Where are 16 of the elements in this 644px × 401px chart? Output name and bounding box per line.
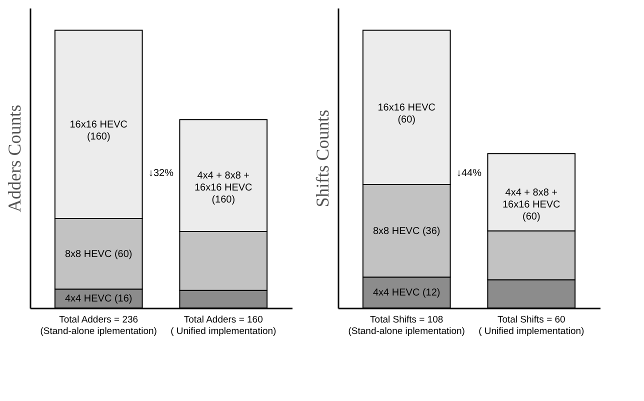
- data-label: 16x16 HEVC (60): [378, 102, 436, 126]
- total-label: 4x4 + 8x8 + 16x16 HEVC (160): [194, 170, 252, 206]
- data-label: 8x8 HEVC (60): [64, 248, 132, 260]
- data-label: 4x4 HEVC (16): [64, 294, 132, 305]
- annotation: ↓32%: [148, 168, 174, 179]
- data-label: 4x4 HEVC (12): [372, 288, 440, 299]
- y-axis-title: Shifts Counts: [312, 110, 332, 208]
- x-tick-label: Total Adders = 160 ( Unified implementation): [170, 314, 276, 337]
- x-tick-label: Total Shifts = 60 ( Unified implementation): [478, 314, 584, 337]
- annotation: ↓44%: [456, 168, 482, 179]
- total-label: 4x4 + 8x8 + 16x16 HEVC (60): [502, 187, 560, 222]
- y-axis-title: Adders Counts: [4, 104, 24, 212]
- x-tick-label: Total Adders = 236 (Stand-alone iplementation): [40, 314, 157, 337]
- data-label: 16x16 HEVC (160): [70, 119, 128, 142]
- data-label: 8x8 HEVC (36): [372, 226, 440, 237]
- x-tick-label: Total Shifts = 108 (Stand-alone iplementation): [348, 314, 465, 337]
